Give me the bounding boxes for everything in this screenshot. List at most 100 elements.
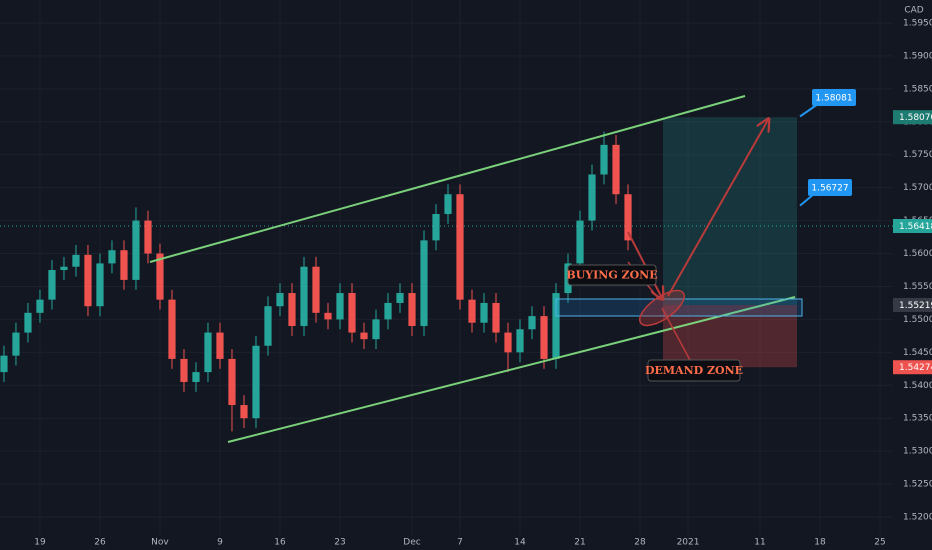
x-tick-label: 11 — [754, 538, 765, 548]
candle-body — [588, 174, 596, 221]
candle-body — [180, 358, 188, 382]
price-tag — [893, 360, 932, 375]
candle-body — [312, 266, 320, 313]
candle-body — [420, 240, 428, 326]
y-tick-label: 1.53000 — [903, 447, 932, 457]
y-tick-label: 1.57000 — [903, 183, 932, 193]
y-tick-label: 1.57500 — [903, 150, 932, 160]
candle-body — [552, 293, 560, 359]
candle-body — [396, 293, 404, 303]
candle-body — [480, 302, 488, 323]
candle-body — [0, 355, 8, 373]
price-tag-label: 1.54274 — [899, 363, 932, 373]
x-tick-label: 16 — [274, 538, 286, 548]
candle-body — [612, 144, 620, 195]
candle-body — [372, 319, 380, 340]
candle-body — [24, 312, 32, 333]
candle-body — [432, 214, 440, 241]
candle-body — [540, 316, 548, 359]
candle-body — [276, 293, 284, 307]
candle-body — [120, 250, 128, 280]
callout-box — [812, 89, 856, 106]
candle-body — [624, 194, 632, 241]
x-tick-label: 7 — [457, 538, 463, 548]
x-tick-label: 2021 — [677, 538, 700, 548]
callout-box — [808, 179, 852, 196]
y-tick-label: 1.54500 — [903, 348, 932, 358]
candle-body — [600, 144, 608, 175]
x-tick-label: 26 — [94, 538, 106, 548]
candle-body — [84, 254, 92, 307]
candle-body — [516, 329, 524, 353]
y-tick-label: 1.58500 — [903, 84, 932, 94]
candle-body — [60, 266, 68, 271]
candle-body — [360, 332, 368, 340]
candle-body — [300, 266, 308, 326]
y-tick-label: 1.59000 — [903, 51, 932, 61]
candle-body — [192, 372, 200, 382]
x-tick-label: 21 — [574, 538, 585, 548]
candle-body — [384, 302, 392, 320]
candle-body — [468, 299, 476, 323]
y-tick-label: 1.59500 — [903, 18, 932, 28]
demand-pointer — [661, 307, 691, 361]
buying-zone-label: BUYING ZONE — [566, 269, 657, 282]
arrow-up — [667, 120, 768, 297]
x-tick-label: 23 — [334, 538, 345, 548]
candle-body — [336, 293, 344, 320]
candle-body — [576, 220, 584, 264]
x-tick-label: Dec — [403, 538, 420, 548]
target-area — [663, 117, 797, 305]
y-tick-label: 1.55500 — [903, 282, 932, 292]
candle-body — [408, 293, 416, 326]
y-tick-label: 1.52000 — [903, 513, 932, 523]
candle-body — [204, 332, 212, 373]
candle-body — [36, 299, 44, 313]
candle-body — [504, 332, 512, 353]
x-tick-label: 14 — [514, 538, 526, 548]
y-tick-label: 1.56000 — [903, 249, 932, 259]
y-tick-label: 1.52500 — [903, 480, 932, 490]
x-tick-label: 18 — [814, 538, 826, 548]
candle-body — [168, 299, 176, 359]
candle-body — [96, 263, 104, 307]
candle-body — [240, 405, 248, 419]
channel-top — [149, 95, 746, 263]
price-tag-label: 1.58070 — [899, 113, 932, 123]
candle-body — [456, 194, 464, 300]
currency: CAD — [904, 6, 923, 16]
callout-label: 1.56727 — [811, 184, 848, 194]
demand-zone-label: DEMAND ZONE — [645, 364, 743, 377]
stop-area — [663, 304, 797, 368]
callout-label: 1.58081 — [815, 94, 852, 104]
candle-body — [108, 250, 116, 264]
y-tick-label: 1.53500 — [903, 414, 932, 424]
channel-bottom — [227, 296, 796, 443]
candle-body — [444, 194, 452, 215]
price-tag-label: 1.55219 — [899, 301, 932, 311]
price-tag — [893, 110, 932, 125]
candle-body — [144, 220, 152, 254]
candle-body — [228, 358, 236, 406]
x-tick-label: 19 — [34, 538, 46, 548]
time-axis — [0, 535, 932, 550]
price-tag — [893, 219, 932, 234]
candle-body — [216, 332, 224, 359]
price-tag-label: 1.56418 — [899, 222, 932, 232]
candle-body — [264, 306, 272, 346]
candle-body — [492, 302, 500, 333]
candle-body — [528, 316, 536, 330]
candle-body — [132, 220, 140, 280]
candle-body — [324, 312, 332, 320]
demand-zone-label-box — [647, 359, 741, 382]
drawings: BUYING ZONE DEMAND ZONE — [149, 95, 803, 443]
candle-body — [48, 270, 56, 300]
candle-body — [12, 332, 20, 356]
candle-body — [72, 254, 80, 267]
candle-body — [252, 345, 260, 419]
x-tick-label: 28 — [634, 538, 646, 548]
